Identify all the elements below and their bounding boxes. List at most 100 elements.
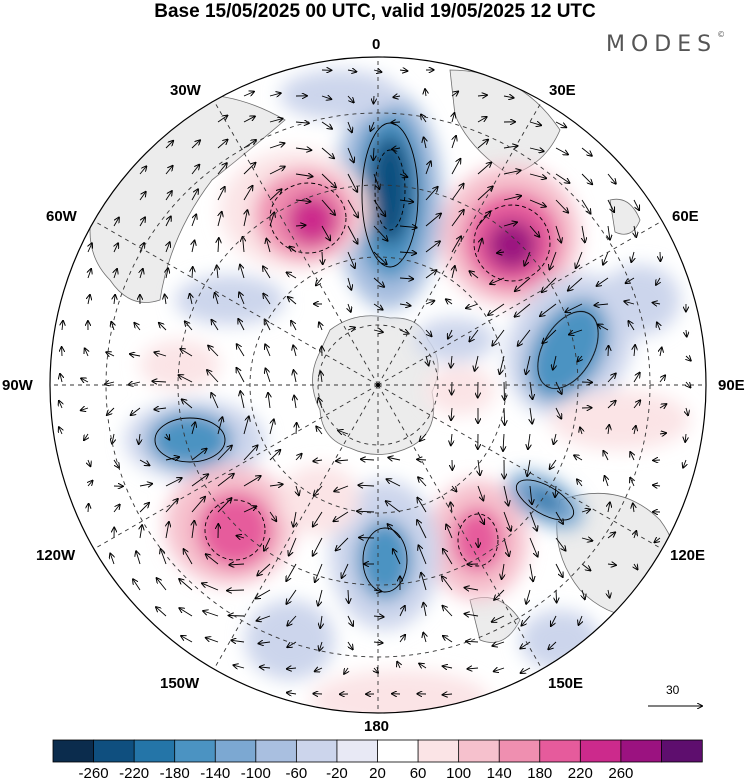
wind-arrow (88, 243, 92, 253)
wind-arrow (238, 319, 245, 331)
wind-arrow (653, 303, 661, 304)
wind-arrow (322, 251, 323, 264)
colorbar (52, 739, 703, 763)
wind-arrow (269, 93, 281, 96)
wind-arrow (660, 348, 662, 357)
wind-arrow (293, 511, 296, 527)
wind-arrow (185, 321, 193, 331)
wind-arrow (373, 251, 387, 264)
wind-arrow (607, 199, 614, 212)
wind-arrow (426, 355, 429, 365)
wind-arrow (202, 583, 219, 591)
wind-arrow (129, 382, 141, 385)
wind-arrow (488, 303, 505, 315)
wind-arrow (548, 641, 557, 649)
wind-arrow (217, 498, 232, 513)
wind-arrow (288, 297, 297, 305)
wind-arrow (295, 148, 311, 150)
wind-arrow (237, 536, 245, 538)
wind-arrow (165, 191, 172, 201)
wind-arrow (373, 225, 388, 241)
wind-arrow (257, 615, 271, 621)
wind-arrow (452, 486, 456, 491)
wind-arrow (425, 187, 438, 201)
colorbar-tick-label: 100 (446, 765, 472, 782)
wind-arrow (263, 294, 271, 305)
wind-arrow (243, 163, 255, 175)
colorbar-swatch (336, 739, 379, 763)
wind-arrow (603, 451, 609, 461)
wind-arrow (565, 303, 583, 312)
wind-arrow (443, 636, 453, 643)
wind-arrow (526, 589, 531, 604)
wind-arrow (555, 537, 566, 551)
wind-arrow (451, 210, 464, 227)
label-lon-60e: 60E (672, 208, 699, 225)
wind-arrow (231, 640, 245, 642)
wind-arrow (348, 589, 349, 603)
wind-arrow (334, 485, 349, 491)
colorbar-tick-label: -180 (159, 765, 190, 782)
wind-arrow (313, 537, 323, 556)
colorbar-tick-label: 140 (486, 765, 512, 782)
wind-arrow (659, 433, 666, 434)
wind-arrow (191, 140, 200, 149)
colorbar-swatch (539, 739, 582, 763)
label-lon-30e: 30E (549, 82, 576, 99)
colorbar-swatch (417, 739, 460, 763)
wind-arrow (130, 354, 141, 356)
colorbar-tick-label: -260 (78, 765, 109, 782)
wind-arrow (319, 641, 322, 651)
wind-arrow (419, 545, 427, 565)
wind-arrow (607, 401, 616, 409)
wind-arrow (633, 504, 634, 513)
wind-arrow (477, 163, 491, 175)
wind-arrow (166, 522, 169, 539)
wind-arrow (269, 119, 283, 122)
wind-arrow (451, 184, 464, 201)
wind-arrow (526, 355, 531, 374)
wind-arrow (217, 417, 222, 435)
wind-arrow (554, 433, 557, 444)
wind-arrow (443, 666, 453, 668)
wind-arrow (159, 323, 167, 331)
wind-arrow (113, 505, 120, 513)
wind-arrow (503, 511, 511, 531)
wind-arrow (608, 589, 610, 598)
wind-arrow (490, 277, 505, 284)
wind-arrow (504, 407, 505, 425)
wind-arrow (348, 121, 352, 132)
wind-arrow (85, 348, 88, 357)
wind-arrow (555, 563, 563, 577)
wind-arrow (334, 511, 349, 521)
wind-arrow (451, 159, 460, 175)
wind-arrow (217, 163, 227, 175)
wind-arrow (265, 320, 271, 331)
wind-arrow (466, 641, 479, 642)
wind-arrow (582, 225, 585, 242)
colorbar-tick-label: 60 (409, 765, 427, 782)
wind-arrow (555, 225, 561, 242)
wind-arrow (399, 635, 405, 643)
wind-arrow (336, 460, 349, 461)
wind-arrow (446, 525, 453, 539)
wind-arrow (451, 136, 456, 149)
wind-arrow (156, 607, 167, 617)
wind-arrow (291, 321, 297, 331)
wind-arrow (530, 485, 532, 504)
wind-arrow (165, 166, 173, 175)
wind-arrow (388, 524, 401, 539)
wind-arrow (373, 147, 374, 160)
wind-arrow (217, 140, 228, 149)
wind-arrow (370, 121, 374, 131)
wind-arrow (399, 200, 413, 202)
wind-arrow (344, 667, 348, 674)
wind-arrow (243, 237, 244, 253)
wind-arrow (556, 589, 557, 602)
wind-arrow (373, 590, 381, 591)
wind-arrow (581, 173, 592, 184)
wind-arrow (81, 408, 89, 410)
wind-arrow (451, 407, 452, 420)
wind-arrow (634, 225, 636, 237)
wind-arrow (492, 642, 505, 646)
